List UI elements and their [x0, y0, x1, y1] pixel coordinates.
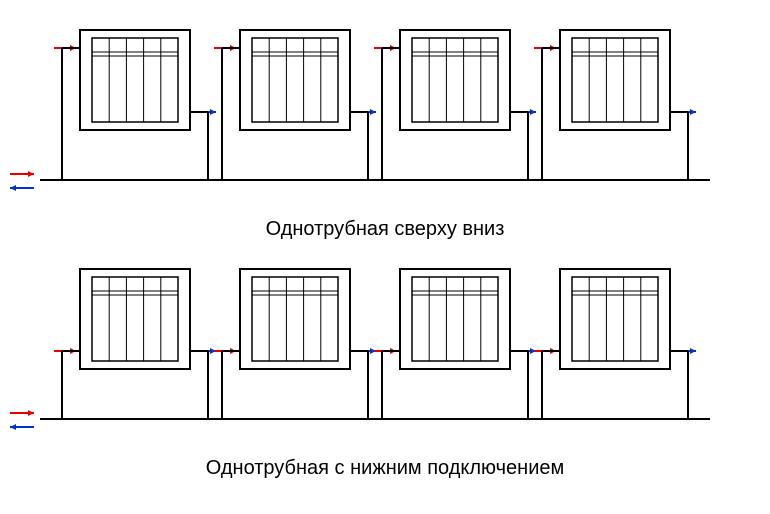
heating-diagram: [0, 10, 770, 210]
heating-diagram: [0, 249, 770, 449]
diagram-caption: Однотрубная сверху вниз: [0, 218, 770, 241]
diagram-caption: Однотрубная с нижним подключением: [0, 457, 770, 480]
diagram-block: Однотрубная сверху вниз: [0, 0, 770, 241]
diagram-block: Однотрубная с нижним подключением: [0, 249, 770, 480]
